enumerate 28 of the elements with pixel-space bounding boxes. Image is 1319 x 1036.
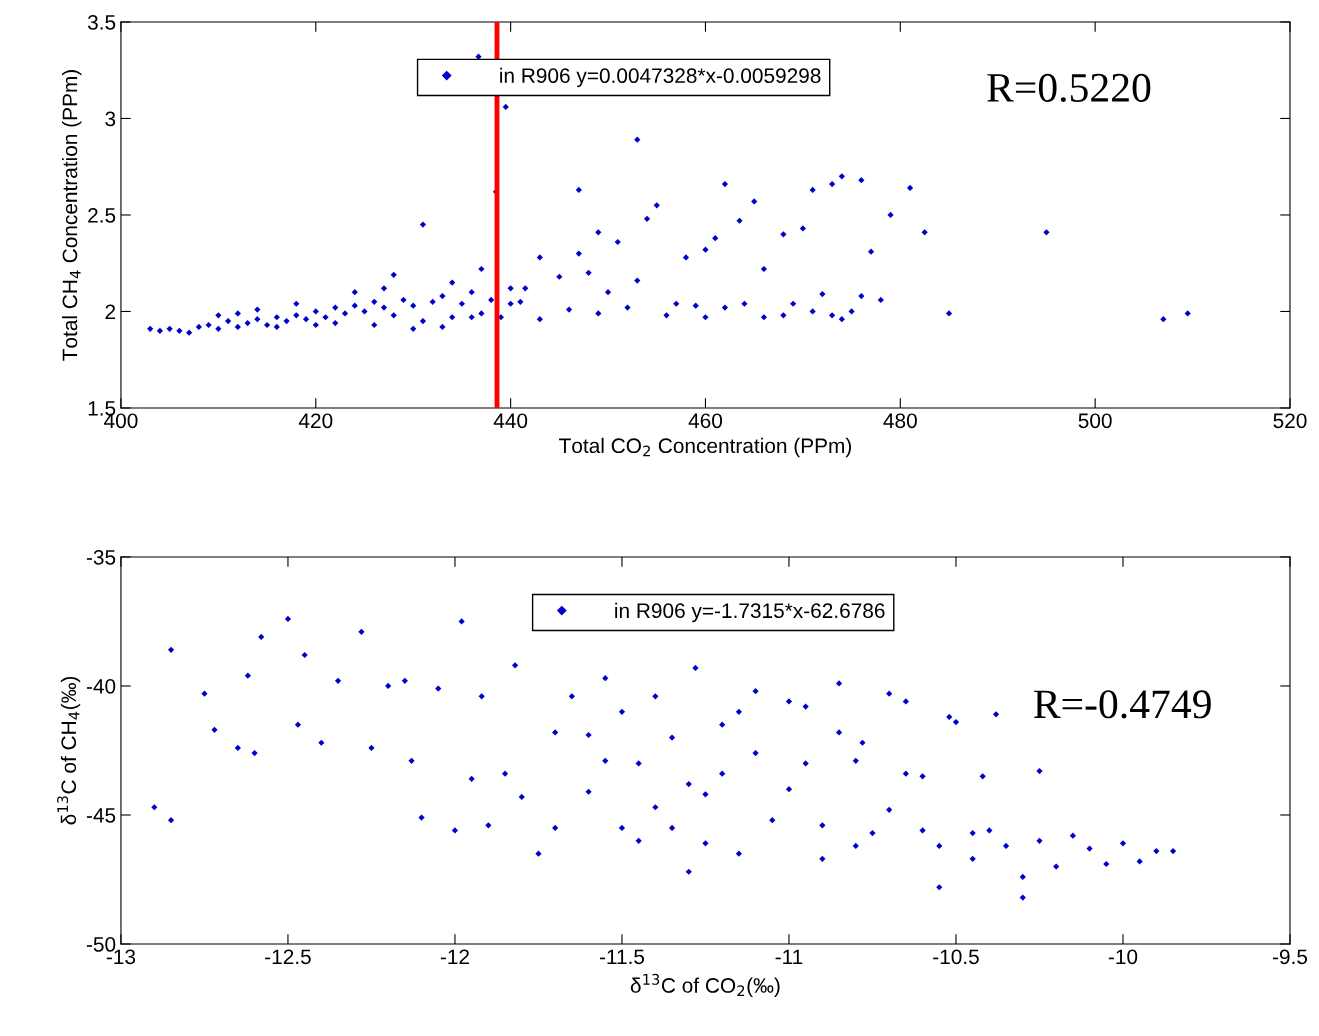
x-axis-title: Total CO$_{2}$ Concentration (PPm) [559, 437, 852, 458]
x-tick-label: -10.5 [933, 949, 979, 965]
x-tick-label: 500 [1078, 413, 1112, 429]
x-tick-label: -11 [775, 949, 803, 964]
x-tick-label: -12.5 [265, 949, 311, 965]
y-tick-label: -40 [86, 678, 116, 694]
x-tick-label: 520 [1273, 413, 1307, 429]
x-tick-label: -11.5 [599, 949, 645, 965]
y-axis-title: Total CH$_{4}$ Concentration (PPm) [61, 70, 82, 361]
x-tick-label: 420 [298, 413, 333, 429]
y-tick-label: 2 [105, 304, 116, 320]
y-tick-label: -45 [86, 808, 116, 823]
y-tick-label: 3 [105, 111, 116, 127]
y-axis-title: δ$^{13}$C of CH$_{4}$(‰) [57, 676, 81, 825]
annotation: R=-0.4749 [1033, 690, 1211, 719]
x-tick-label: 460 [688, 413, 723, 429]
y-tick-label: -35 [86, 549, 116, 565]
x-tick-label: 440 [493, 413, 528, 429]
legend-label: in R906 y=0.0047328*x-0.0059298 [500, 67, 821, 88]
annotation: R=0.5220 [987, 73, 1151, 103]
x-axis-title: δ$^{13}$C of CO$_{2}$(‰) [630, 973, 780, 997]
x-tick-label: -9.5 [1272, 949, 1308, 965]
legend-label: in R906 y=-1.7315*x-62.6786 [615, 602, 885, 623]
x-tick-label: -10 [1108, 949, 1138, 965]
x-tick-label: 480 [883, 413, 917, 429]
y-tick-label: 3.5 [87, 14, 116, 30]
x-tick-label: -12 [440, 949, 469, 964]
y-tick-label: 2.5 [88, 207, 116, 223]
